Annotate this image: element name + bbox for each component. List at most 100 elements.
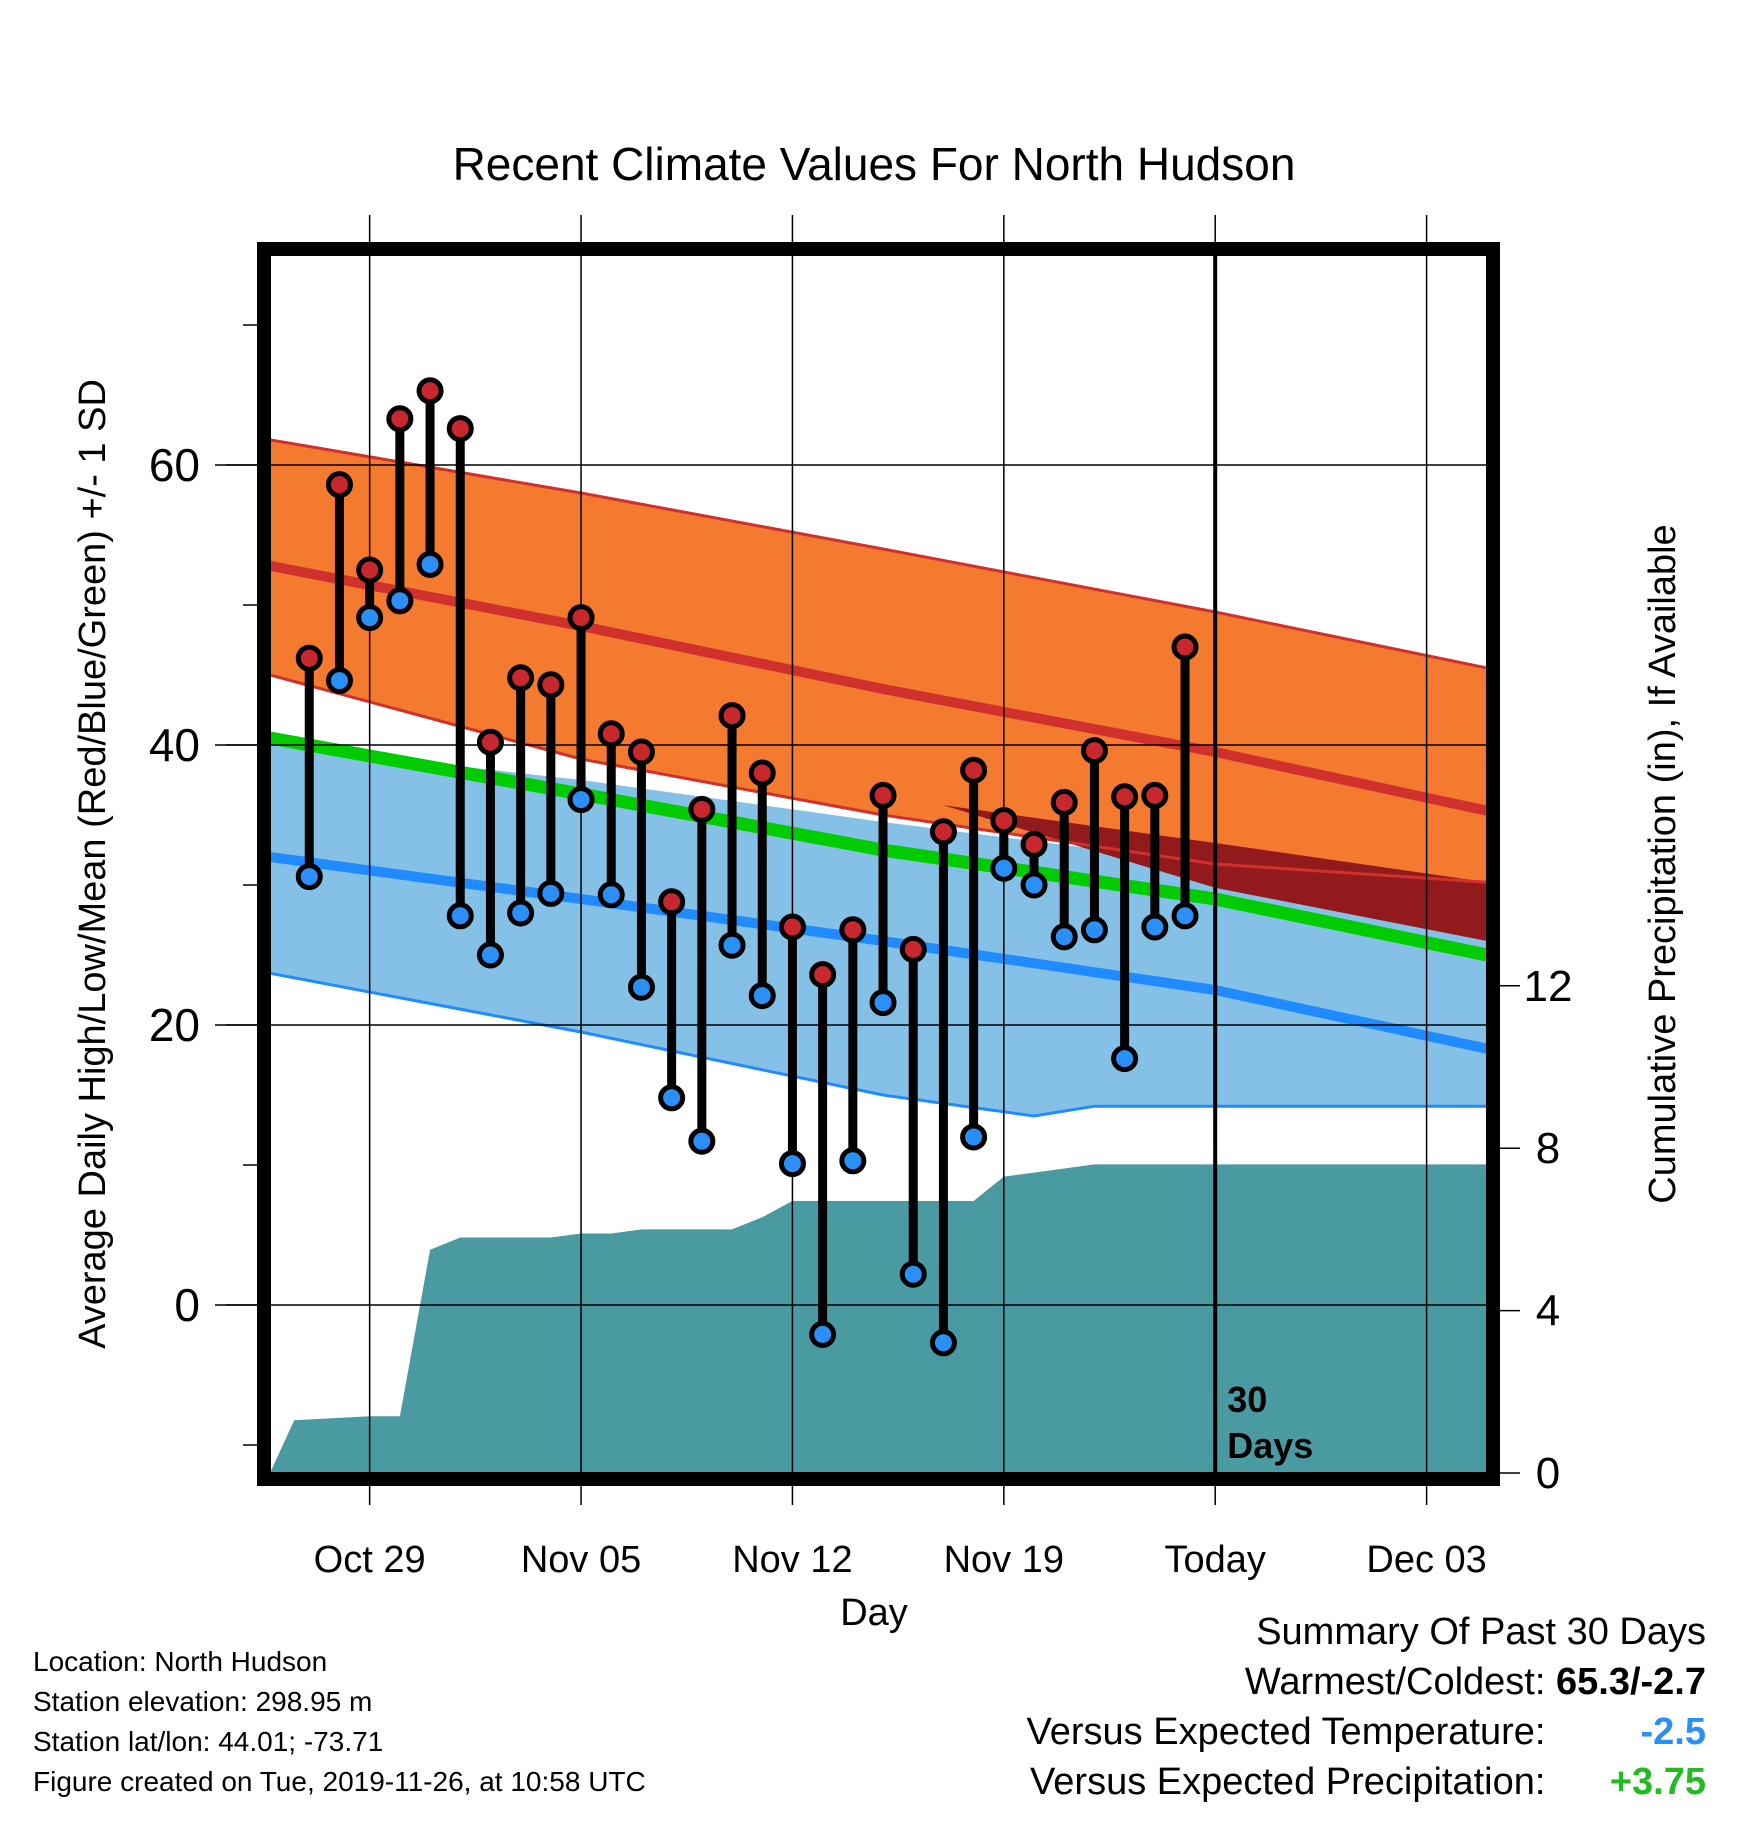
low-point [718,931,746,959]
low-point [416,550,444,578]
y-tick-label: 20 [149,999,200,1051]
high-point [1111,783,1139,811]
low-point [658,1084,686,1112]
today-annotation: 30 [1227,1379,1267,1420]
high-point [446,415,474,443]
low-point [960,1123,988,1151]
x-tick-label: Oct 29 [314,1539,426,1581]
low-point [869,989,897,1017]
grid [215,215,1487,1473]
low-point [899,1260,927,1288]
high-point [899,935,927,963]
high-point [295,644,323,672]
low-point [1020,871,1048,899]
low-point [1111,1045,1139,1073]
summary-temp: Versus Expected Temperature: -2.5 [1027,1707,1706,1757]
x-tick-label: Nov 19 [944,1539,1064,1581]
high-point [1020,830,1048,858]
low-point [1080,916,1108,944]
high-point [325,471,353,499]
chart-title: Recent Climate Values For North Hudson [453,138,1296,190]
precip-area [270,1164,1487,1473]
warm-cold-label: Warmest/Coldest: [1244,1661,1546,1703]
x-tick-label: Today [1165,1539,1266,1581]
x-tick-label: Nov 05 [521,1539,641,1581]
low-point [597,881,625,909]
high-point [960,756,988,784]
low-point [295,863,323,891]
low-point [325,667,353,695]
low-point [567,786,595,814]
low-point [1171,902,1199,930]
elevation-text: Station elevation: 298.95 m [33,1686,373,1717]
high-point [597,720,625,748]
warm-cold-value: 65.3/-2.7 [1556,1661,1706,1703]
high-point [718,702,746,730]
precip-value: +3.75 [1609,1761,1706,1803]
high-point [537,671,565,699]
high-upper-edge [270,438,1487,670]
high-point [688,795,716,823]
high-point [748,759,776,787]
x-tick-label: Dec 03 [1366,1539,1486,1581]
high-point [1171,633,1199,661]
location-text: Location: North Hudson [33,1646,328,1677]
high-point [1050,788,1078,816]
high-point [809,961,837,989]
low-point [1141,913,1169,941]
low-point [839,1147,867,1175]
low-point [386,587,414,615]
low-point [748,982,776,1010]
y-tick-label: 40 [149,719,200,771]
high-mean-line [270,560,1487,816]
high-point [1141,781,1169,809]
high-point [416,377,444,405]
summary-precip: Versus Expected Precipitation: +3.75 [1027,1757,1706,1807]
high-point [476,728,504,756]
high-point [658,888,686,916]
low-point [778,1150,806,1178]
low-point [507,899,535,927]
precip-label: Versus Expected Precipitation: [1030,1761,1546,1803]
summary-warm-cold: Warmest/Coldest: 65.3/-2.7 [1027,1657,1706,1707]
y-axis-label: Average Daily High/Low/Mean (Red/Blue/Gr… [72,379,114,1349]
y2-axis-label: Cumulative Precipitation (in), If Availa… [1642,524,1684,1203]
high-point [627,738,655,766]
low-point [1050,923,1078,951]
low-point [809,1320,837,1348]
low-point [688,1127,716,1155]
plot-frame [257,242,1500,1486]
y2-tick-label: 0 [1536,1449,1560,1498]
high-point [567,604,595,632]
summary-panel: Summary Of Past 30 Days Warmest/Coldest:… [1027,1607,1706,1807]
summary-title: Summary Of Past 30 Days [1256,1611,1706,1653]
created-text: Figure created on Tue, 2019-11-26, at 10… [33,1766,646,1797]
low-point [627,973,655,1001]
station-info: Location: North Hudson Station elevation… [33,1642,646,1802]
high-point [869,781,897,809]
low-point [356,604,384,632]
low-point [990,854,1018,882]
low-point [476,941,504,969]
y2-tick-label: 8 [1536,1124,1560,1173]
high-point [778,913,806,941]
low-point [929,1329,957,1357]
high-point [356,556,384,584]
y2-tick-label: 4 [1536,1287,1560,1336]
high-point [1080,737,1108,765]
today-annotation: Days [1227,1425,1313,1466]
axes: 0 20 40 60 0 4 8 12 Oct 29 Nov 05 Nov 12 Nov 19 Toda… [149,324,1573,1581]
high-point [990,807,1018,835]
low-point [537,879,565,907]
high-point [507,664,535,692]
x-axis-label: Day [840,1592,908,1634]
y2-tick-label: 12 [1524,962,1573,1011]
high-point [386,405,414,433]
temp-value: -2.5 [1640,1711,1706,1753]
latlon-text: Station lat/lon: 44.01; -73.71 [33,1726,384,1757]
y-tick-label: 60 [149,439,200,491]
y-tick-label: 0 [174,1279,200,1331]
temp-label: Versus Expected Temperature: [1026,1711,1546,1753]
high-point [839,916,867,944]
